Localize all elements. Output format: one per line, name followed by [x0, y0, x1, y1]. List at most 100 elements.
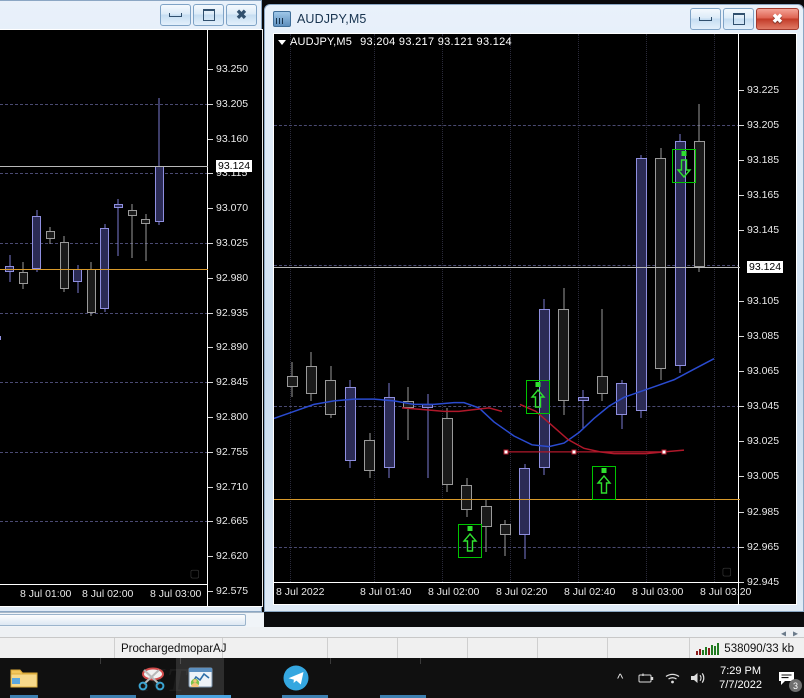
left-window-controls[interactable]: ✖	[160, 4, 257, 26]
chart-header[interactable]: AUDJPY,M5 93.204 93.217 93.121 93.124	[278, 36, 512, 48]
chart-gridline-v	[374, 34, 375, 584]
prev-arrow-icon[interactable]: ◂	[780, 628, 786, 640]
battery-icon[interactable]	[633, 658, 659, 698]
candle	[141, 30, 151, 586]
candle-wick	[131, 203, 133, 258]
minimize-button[interactable]	[690, 8, 721, 30]
buy-arrow-1[interactable]	[458, 524, 482, 559]
candle-body	[73, 268, 83, 283]
slow-ma-seg1	[401, 407, 503, 413]
left-window-hscrollbar[interactable]	[0, 612, 264, 627]
left-window-titlebar[interactable]: ✖	[0, 1, 261, 29]
chart-header-quotes: 93.204 93.217 93.121 93.124	[360, 36, 512, 48]
next-arrow-icon[interactable]: ▸	[792, 628, 798, 640]
taskbar-clock[interactable]: 7:29 PM 7/7/2022	[711, 664, 770, 692]
price-tick	[208, 277, 213, 279]
price-label: 93.185	[747, 153, 780, 166]
taskbar-indicator-5	[380, 695, 426, 698]
fast-ma-line	[274, 357, 715, 448]
buy-arrow-2[interactable]	[526, 379, 550, 414]
left-price-axis[interactable]: 93.250 93.205 93.160 93.115 93.070 93.025 92.9…	[207, 30, 262, 606]
candle-wick	[601, 309, 603, 401]
speaker-icon[interactable]	[685, 658, 711, 698]
candle-body	[577, 397, 589, 401]
price-tick	[208, 312, 213, 314]
chevron-up-icon[interactable]: ^	[617, 670, 624, 686]
chart-gridline-h	[274, 546, 740, 548]
clock-time: 7:29 PM	[720, 665, 762, 677]
candle-body	[499, 523, 511, 535]
notification-count-badge: 3	[789, 679, 802, 692]
taskbar-item-metatrader[interactable]	[176, 658, 224, 698]
time-label: 8 Jul 02:00	[428, 586, 480, 598]
price-tick	[739, 159, 744, 161]
taskbar-sep-4	[420, 658, 421, 664]
candle-wick	[117, 198, 119, 257]
candle-body	[100, 228, 110, 309]
close-button[interactable]: ✖	[756, 8, 799, 30]
price-label: 92.710	[216, 480, 249, 493]
status-bar: ProchargedmoparAJ 538090/33 kb	[0, 637, 804, 659]
right-chart-plot[interactable]	[274, 34, 796, 604]
candle-body	[461, 485, 473, 510]
candle	[100, 30, 110, 586]
candle-body	[59, 242, 69, 289]
trendline-node-2[interactable]	[571, 449, 577, 455]
candle	[364, 34, 376, 584]
candle-body	[655, 158, 667, 370]
wifi-icon[interactable]	[659, 658, 685, 698]
candle	[441, 34, 453, 584]
sell-arrow-1[interactable]	[672, 148, 696, 183]
price-tick	[208, 208, 213, 210]
candle-wick	[504, 520, 506, 556]
candle	[596, 34, 608, 584]
price-tick	[739, 124, 744, 126]
right-window-title: AUDJPY,M5	[297, 12, 367, 26]
chevron-down-icon[interactable]	[278, 39, 286, 45]
maximize-button[interactable]	[193, 4, 224, 26]
right-price-axis[interactable]: 93.225 93.205 93.185 93.165 93.145 93.105 93.0…	[738, 34, 796, 604]
right-window-controls[interactable]: ✖	[690, 8, 799, 30]
action-center-button[interactable]: 3	[770, 658, 804, 698]
arrow-up-icon	[596, 474, 612, 494]
minimize-button[interactable]	[160, 4, 191, 26]
price-label: 93.145	[747, 224, 780, 237]
candle-body	[113, 204, 123, 209]
price-tick	[208, 138, 213, 140]
candle-body	[86, 268, 96, 314]
trendline-node-1[interactable]	[503, 449, 509, 455]
windows-taskbar[interactable]: NT	[0, 658, 804, 698]
hscroll-thumb[interactable]	[0, 614, 246, 626]
status-cell-4	[398, 638, 468, 659]
right-window-titlebar[interactable]: AUDJPY,M5 ✖	[265, 5, 803, 33]
left-chart-window[interactable]: ✖ 93.250 93.205 93.160 93.115 93.070 93.025 92…	[0, 0, 263, 612]
account-label: ProchargedmoparAJ	[121, 642, 227, 655]
folder-icon	[10, 669, 38, 688]
right-chart-canvas[interactable]: AUDJPY,M5 93.204 93.217 93.121 93.124 93.…	[273, 33, 797, 605]
taskbar-item-snipping-tool[interactable]	[128, 658, 176, 698]
left-chart-plot[interactable]	[0, 30, 262, 606]
candle-body	[0, 335, 1, 340]
left-time-axis[interactable]: 008 Jul 01:008 Jul 02:008 Jul 03:00	[0, 584, 207, 606]
trendline-node-3[interactable]	[661, 449, 667, 455]
taskbar-item-file-explorer[interactable]	[0, 658, 48, 698]
candle	[305, 34, 317, 584]
system-tray[interactable]: ^ 7:29 PM 7/7/2022 3	[607, 658, 804, 698]
taskbar-item-telegram[interactable]	[272, 658, 320, 698]
right-chart-window[interactable]: AUDJPY,M5 ✖ AUDJPY,M5 93.204 93.217 93.12…	[264, 4, 804, 612]
price-label: 93.160	[216, 132, 249, 145]
status-cell-6	[538, 638, 608, 659]
signal-bars-icon	[696, 642, 720, 655]
panel-nav-arrows[interactable]: ◂ ▸	[781, 629, 798, 640]
close-button[interactable]: ✖	[226, 4, 257, 26]
candle-wick	[407, 386, 409, 440]
price-label: 93.250	[216, 63, 249, 75]
maximize-button[interactable]	[723, 8, 754, 30]
price-label: 93.070	[216, 202, 249, 215]
left-chart-canvas[interactable]: 93.250 93.205 93.160 93.115 93.070 93.025 92.9…	[0, 29, 263, 607]
candle-body	[32, 215, 42, 269]
buy-arrow-3[interactable]	[592, 466, 616, 501]
price-tick	[208, 521, 213, 523]
right-time-axis[interactable]: 8 Jul 2022 8 Jul 01:40 8 Jul 02:00 8 Jul 02…	[274, 582, 751, 604]
price-label: 93.205	[216, 97, 249, 110]
